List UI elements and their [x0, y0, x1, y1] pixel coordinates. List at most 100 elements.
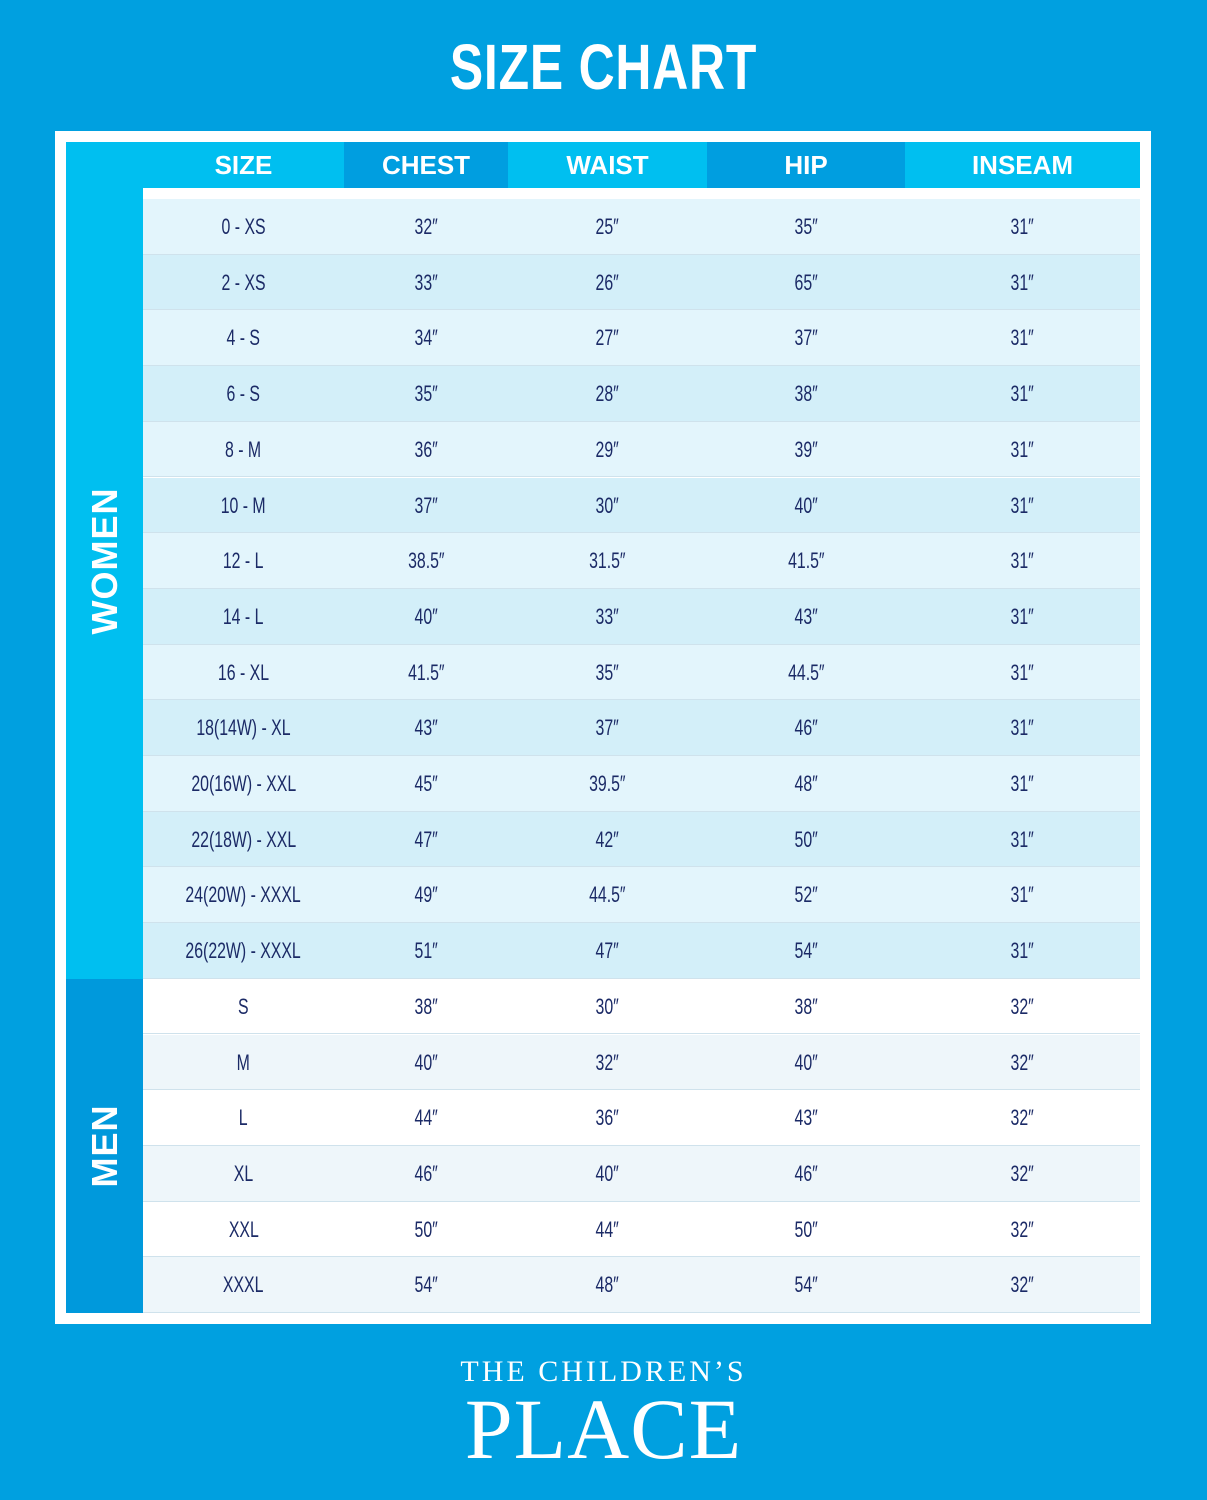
cell-waist: 30″: [508, 478, 707, 533]
cell-size: M: [143, 1035, 344, 1090]
cell-value: 38″: [414, 993, 438, 1019]
cell-waist: 44.5″: [508, 867, 707, 922]
cell-value: 38″: [794, 381, 818, 407]
cell-waist: 48″: [508, 1257, 707, 1312]
cell-hip: 38″: [707, 979, 905, 1034]
cell-waist: 29″: [508, 422, 707, 477]
cell-inseam: 32″: [905, 1090, 1140, 1145]
cell-hip: 44.5″: [707, 645, 905, 700]
cell-value: XXXL: [223, 1272, 264, 1298]
cell-value: 26(22W) - XXXL: [185, 938, 302, 964]
cell-waist: 33″: [508, 589, 707, 644]
cell-chest: 35″: [344, 366, 508, 421]
cell-chest: 40″: [344, 1035, 508, 1090]
cell-chest: 38″: [344, 979, 508, 1034]
table-row: 10 - M 37″ 30″ 40″ 31″: [143, 477, 1140, 534]
cell-size: 6 - S: [143, 366, 344, 421]
column-header-hip: HIP: [707, 142, 905, 188]
cell-inseam: 31″: [905, 533, 1140, 588]
cell-chest: 37″: [344, 478, 508, 533]
cell-waist: 32″: [508, 1035, 707, 1090]
cell-value: 31″: [1010, 826, 1035, 852]
cell-hip: 40″: [707, 1035, 905, 1090]
cell-value: 28″: [595, 381, 620, 407]
cell-value: 48″: [794, 771, 818, 796]
cell-value: 52″: [794, 882, 818, 908]
cell-value: 6 - S: [226, 381, 261, 407]
cell-value: 43″: [794, 1105, 818, 1131]
cell-chest: 40″: [344, 589, 508, 644]
cell-value: XL: [233, 1160, 254, 1186]
cell-value: 31″: [1010, 938, 1035, 964]
column-header-inseam: INSEAM: [971, 150, 1074, 180]
cell-value: 12 - L: [223, 548, 264, 574]
cell-value: 20(16W) - XXL: [191, 771, 296, 796]
cell-value: 0 - XS: [221, 214, 266, 239]
cell-inseam: 32″: [905, 1146, 1140, 1201]
cell-value: 32″: [595, 1049, 620, 1075]
cell-inseam: 31″: [905, 199, 1140, 254]
cell-value: 31″: [1010, 214, 1035, 239]
cell-inseam: 31″: [905, 422, 1140, 477]
cell-value: 50″: [794, 826, 818, 852]
cell-value: 25″: [595, 214, 620, 239]
men-label: MEN: [83, 1104, 125, 1188]
cell-chest: 43″: [344, 700, 508, 755]
cell-value: 40″: [414, 1049, 438, 1075]
cell-inseam: 31″: [905, 478, 1140, 533]
table-row: 22(18W) - XXL 47″ 42″ 50″ 31″: [143, 811, 1140, 868]
cell-inseam: 31″: [905, 923, 1140, 978]
cell-waist: 26″: [508, 255, 707, 310]
cell-chest: 46″: [344, 1146, 508, 1201]
cell-value: 31″: [1010, 269, 1035, 295]
cell-value: XXL: [228, 1216, 259, 1242]
table-row: 24(20W) - XXXL 49″ 44.5″ 52″ 31″: [143, 867, 1140, 924]
cell-inseam: 31″: [905, 310, 1140, 365]
cell-value: 41.5″: [787, 548, 825, 574]
cell-inseam: 31″: [905, 812, 1140, 867]
cell-waist: 36″: [508, 1090, 707, 1145]
cell-hip: 40″: [707, 478, 905, 533]
cell-value: 37″: [414, 492, 438, 518]
cell-value: 39″: [794, 436, 818, 462]
cell-value: 35″: [414, 381, 438, 407]
cell-value: 31″: [1010, 715, 1035, 741]
cell-value: 16 - XL: [217, 659, 270, 685]
cell-value: M: [236, 1049, 251, 1075]
cell-waist: 28″: [508, 366, 707, 421]
cell-value: 32″: [414, 214, 438, 239]
cell-waist: 27″: [508, 310, 707, 365]
table-row: 20(16W) - XXL 45″ 39.5″ 48″ 31″: [143, 756, 1140, 812]
cell-waist: 31.5″: [508, 533, 707, 588]
size-table: SIZE CHEST WAIST HIP INSEAM WOMEN MEN 0 - XS…: [66, 142, 1140, 1313]
cell-hip: 46″: [707, 700, 905, 755]
cell-inseam: 31″: [905, 366, 1140, 421]
cell-value: 29″: [595, 436, 620, 462]
cell-value: 40″: [794, 492, 818, 518]
cell-value: 35″: [794, 214, 818, 239]
cell-value: 32″: [1010, 1216, 1035, 1242]
cell-value: 50″: [794, 1216, 818, 1242]
cell-value: 10 - M: [221, 492, 266, 518]
men-group-label: MEN: [66, 979, 143, 1313]
cell-value: 45″: [414, 771, 438, 796]
cell-value: 36″: [414, 436, 438, 462]
column-header-size: SIZE: [214, 150, 273, 180]
cell-value: 24(20W) - XXXL: [185, 882, 302, 908]
cell-value: 31″: [1010, 436, 1035, 462]
cell-hip: 50″: [707, 1202, 905, 1257]
cell-size: 22(18W) - XXL: [143, 812, 344, 867]
cell-value: 54″: [414, 1272, 438, 1298]
cell-chest: 36″: [344, 422, 508, 477]
cell-value: 4 - S: [226, 325, 261, 351]
cell-value: 31″: [1010, 548, 1035, 574]
cell-value: 50″: [414, 1216, 438, 1242]
cell-value: 40″: [414, 603, 438, 629]
table-row: 12 - L 38.5″ 31.5″ 41.5″ 31″: [143, 533, 1140, 589]
cell-chest: 44″: [344, 1090, 508, 1145]
cell-waist: 37″: [508, 700, 707, 755]
cell-value: 44″: [414, 1105, 438, 1131]
column-header-waist: WAIST: [566, 150, 649, 180]
table-row: S 38″ 30″ 38″ 32″: [143, 978, 1140, 1035]
cell-value: 39.5″: [589, 771, 626, 796]
